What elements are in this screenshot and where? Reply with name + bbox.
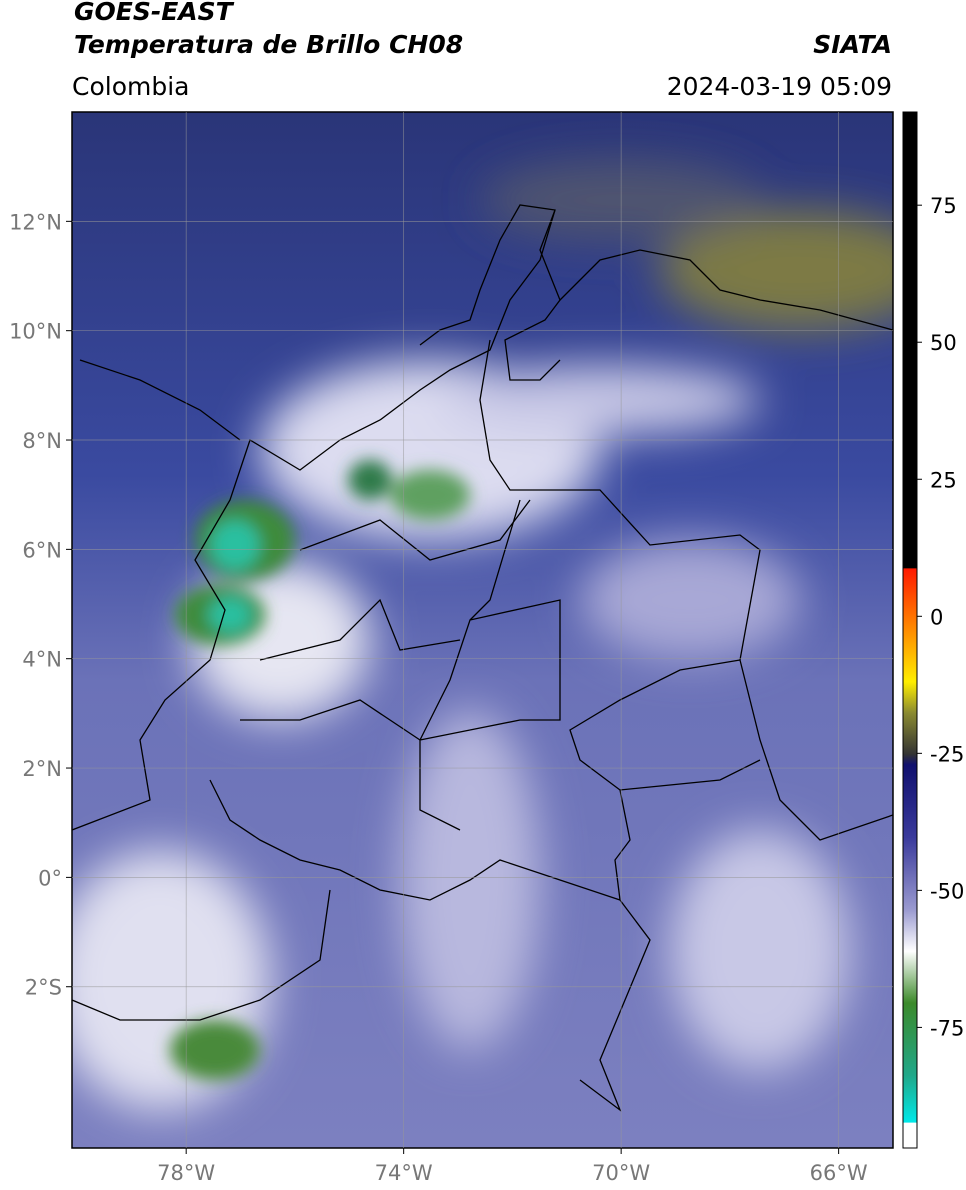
colorbar	[902, 111, 918, 1149]
datetime-label: 2024-03-19 05:09	[667, 72, 892, 101]
product-title: Temperatura de Brillo CH08	[74, 30, 463, 59]
lat-tick-label: 2°N	[22, 757, 62, 781]
coastlines-borders	[72, 204, 893, 1112]
colorbar-tick-label: 0	[930, 605, 943, 629]
lat-tick-label: 0°	[38, 866, 62, 890]
region-label: Colombia	[72, 72, 189, 101]
map-frame	[71, 111, 894, 1149]
lat-tick-label: 6°N	[22, 538, 62, 562]
lon-tick-label: 70°W	[592, 1161, 650, 1185]
lat-tick-label: 2°S	[25, 976, 62, 1000]
source-label: SIATA	[813, 30, 892, 59]
colorbar-tick-label: -75	[930, 1016, 964, 1040]
colorbar-tick-label: 25	[930, 468, 957, 492]
lat-tick-label: 4°N	[22, 648, 62, 672]
lat-tick-label: 8°N	[22, 429, 62, 453]
colorbar-tick-label: 50	[930, 331, 957, 355]
satellite-title: GOES-EAST	[74, 0, 235, 26]
satellite-image	[72, 112, 893, 1148]
colorbar-tick-label: -25	[930, 742, 964, 766]
lon-tick-label: 74°W	[375, 1161, 433, 1185]
lon-tick-label: 66°W	[810, 1161, 868, 1185]
lat-tick-label: 12°N	[9, 210, 62, 234]
lat-tick-label: 10°N	[9, 320, 62, 344]
colorbar-tick-label: 75	[930, 194, 957, 218]
lon-tick-label: 78°W	[157, 1161, 215, 1185]
colorbar-tick-label: -50	[930, 879, 964, 903]
